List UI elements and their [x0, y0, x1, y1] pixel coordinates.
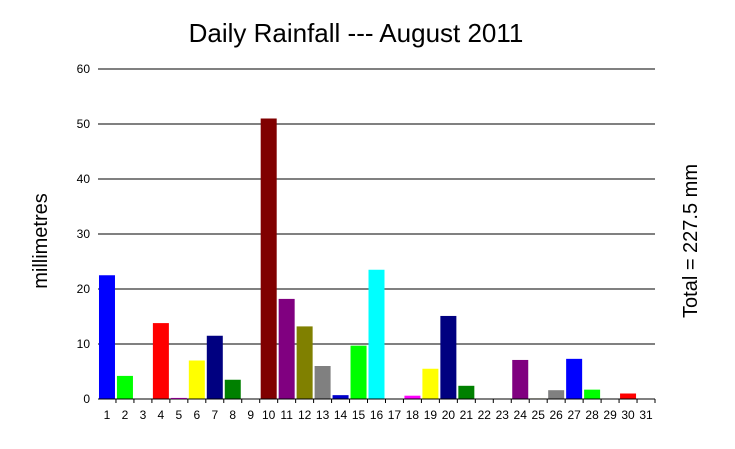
gridlines [98, 68, 655, 345]
bar-day-6 [188, 360, 205, 399]
x-tick-label: 30 [621, 408, 635, 422]
bar-day-26 [548, 390, 565, 399]
bar-base-25 [530, 396, 547, 399]
x-tick-label: 29 [603, 408, 617, 422]
x-tick-label: 25 [532, 408, 546, 422]
bar-day-4 [152, 323, 169, 399]
chart-title: Daily Rainfall --- August 2011 [189, 18, 524, 48]
x-tick-label: 31 [639, 408, 653, 422]
bar-day-18 [404, 395, 421, 399]
x-tick-label: 23 [496, 408, 510, 422]
x-tick-label: 17 [388, 408, 402, 422]
bar-day-10 [260, 118, 277, 399]
x-tick-label: 2 [122, 408, 129, 422]
x-tick-label: 15 [352, 408, 366, 422]
x-tick-label: 27 [567, 408, 581, 422]
x-tick-label: 13 [316, 408, 330, 422]
bar-day-2 [116, 375, 133, 399]
x-tick-label: 11 [280, 408, 293, 422]
x-tick-label: 18 [406, 408, 420, 422]
bar-day-1 [98, 275, 115, 399]
bar-day-30 [620, 393, 637, 399]
bar-base-31 [638, 396, 655, 399]
y-tick-label: 30 [77, 227, 91, 241]
x-tick-label: 14 [334, 408, 348, 422]
total-annotation: Total = 227.5 mm [680, 164, 702, 318]
bar-day-15 [350, 345, 367, 399]
bar-base-29 [602, 396, 619, 399]
bar-day-13 [314, 366, 331, 399]
bar-base-3 [134, 396, 151, 399]
x-tick-label: 21 [460, 408, 474, 422]
x-tick-label: 5 [176, 408, 183, 422]
x-tick-label: 7 [211, 408, 218, 422]
bar-day-19 [422, 368, 439, 399]
y-tick-label: 0 [83, 392, 90, 406]
bar-day-20 [440, 315, 457, 399]
x-tick-label: 10 [262, 408, 276, 422]
x-tick-label: 6 [193, 408, 200, 422]
bar-base-17 [386, 396, 403, 399]
bar-day-24 [512, 359, 529, 399]
y-tick-label: 50 [77, 117, 91, 131]
x-tick-label: 26 [549, 408, 563, 422]
bar-day-8 [224, 379, 241, 399]
bar-base-23 [494, 396, 511, 399]
x-tick-label: 3 [140, 408, 147, 422]
y-axis-label: millimetres [30, 193, 52, 289]
y-tick-label: 20 [77, 282, 91, 296]
bar-day-27 [566, 358, 583, 399]
x-tick-label: 1 [104, 408, 111, 422]
x-tick-label: 22 [478, 408, 492, 422]
x-tick-label: 19 [424, 408, 438, 422]
bar-day-12 [296, 326, 313, 399]
bar-day-7 [206, 335, 223, 399]
bar-day-16 [368, 269, 385, 399]
bar-day-28 [584, 389, 601, 399]
x-axis-ticks: 1 2 3 4 5 6 7 8 9 10 11 12 13 14 15 16 17 18 19 20 21 22 23 24 2… [104, 399, 656, 422]
x-tick-label: 12 [298, 408, 312, 422]
bar-day-14 [332, 395, 349, 399]
x-tick-label: 9 [247, 408, 254, 422]
bar-day-11 [278, 298, 295, 399]
x-tick-label: 28 [585, 408, 599, 422]
bar-base-9 [242, 396, 259, 399]
y-tick-label: 60 [77, 62, 91, 76]
bar-base-5 [170, 396, 187, 399]
x-tick-label: 16 [370, 408, 384, 422]
y-tick-label: 40 [77, 172, 91, 186]
bar-day-21 [458, 385, 475, 399]
bars [98, 118, 655, 400]
x-tick-label: 24 [514, 408, 528, 422]
y-tick-label: 10 [77, 337, 91, 351]
x-tick-label: 20 [442, 408, 456, 422]
bar-base-22 [476, 396, 493, 399]
x-tick-label: 8 [229, 408, 236, 422]
y-axis-ticks: 0 10 20 30 40 50 60 [77, 62, 91, 406]
x-tick-label: 4 [158, 408, 165, 422]
bar-day-5 [170, 397, 187, 399]
